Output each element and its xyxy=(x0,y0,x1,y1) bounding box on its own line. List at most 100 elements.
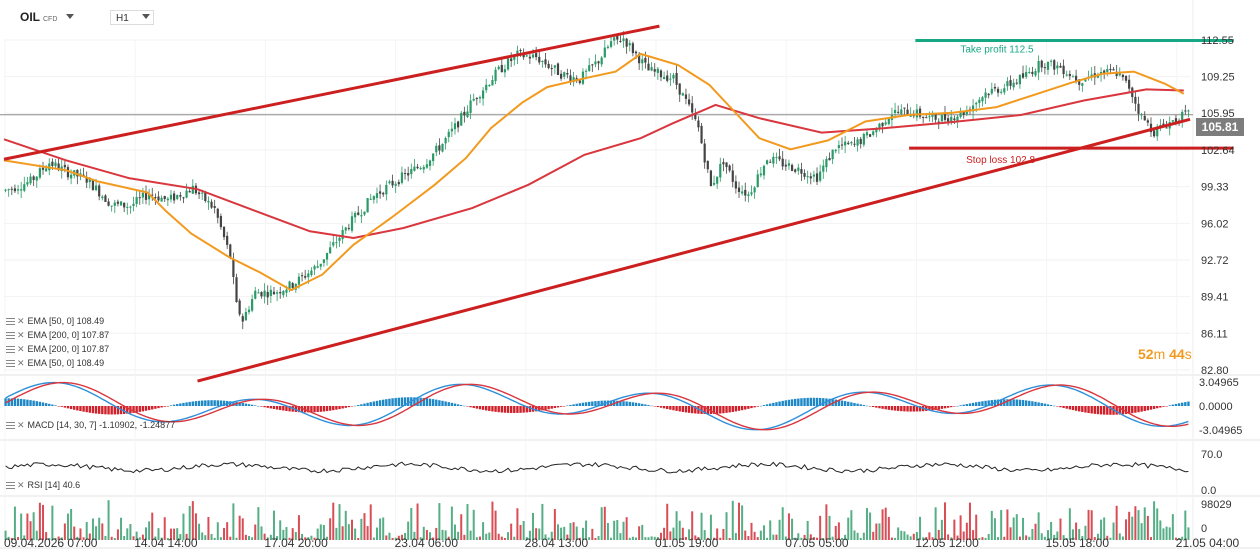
volume-bar xyxy=(943,502,946,540)
macd-histogram-bar xyxy=(881,406,884,409)
menu-icon[interactable] xyxy=(6,332,15,340)
menu-icon[interactable] xyxy=(6,482,15,490)
macd-histogram-bar xyxy=(865,405,869,407)
macd-histogram-bar xyxy=(569,404,572,406)
candle-body xyxy=(747,194,750,196)
volume-bar xyxy=(288,537,291,540)
macd-histogram-bar xyxy=(778,401,781,406)
macd-histogram-bar xyxy=(241,403,244,406)
volume-bar xyxy=(1178,537,1181,540)
candle-body xyxy=(737,187,741,192)
macd-histogram-bar xyxy=(656,406,660,408)
macd-histogram-bar xyxy=(400,397,404,406)
volume-bar xyxy=(126,528,129,540)
candle-body xyxy=(51,161,54,166)
volume-tick-label: 98029 xyxy=(1201,499,1232,511)
volume-bar xyxy=(251,537,254,540)
candle-body xyxy=(787,163,791,166)
volume-bar xyxy=(107,500,110,540)
rsi-line xyxy=(5,461,1189,474)
volume-bar xyxy=(313,537,316,540)
volume-bar xyxy=(797,533,800,540)
macd-histogram-bar xyxy=(257,405,260,407)
candle-body xyxy=(965,110,968,115)
rsi-legend[interactable]: ✕ RSI [14] 40.6 xyxy=(6,480,80,491)
current-price-label: 105.81 xyxy=(1196,118,1244,136)
macd-histogram-bar xyxy=(522,406,525,413)
candle-body xyxy=(962,111,965,115)
volume-bar xyxy=(934,507,937,540)
macd-histogram-bar xyxy=(188,401,191,406)
candle-body xyxy=(706,160,709,170)
macd-histogram-bar xyxy=(1056,406,1059,407)
legend-item[interactable]: ✕ EMA [50, 0] 108.49 xyxy=(6,316,104,327)
volume-bar xyxy=(1156,508,1159,540)
close-icon[interactable]: ✕ xyxy=(17,316,25,326)
candle-body xyxy=(129,206,132,208)
macd-histogram-bar xyxy=(634,402,638,406)
volume-bar xyxy=(1149,537,1152,540)
timeframe-selector[interactable]: H1 xyxy=(110,10,154,25)
volume-bar xyxy=(1018,536,1021,540)
menu-icon[interactable] xyxy=(6,422,15,430)
candle-body xyxy=(375,193,379,198)
channel-upper-line xyxy=(3,24,660,161)
candle-body xyxy=(744,189,747,196)
volume-bar xyxy=(201,532,204,540)
candle-body xyxy=(981,97,984,102)
menu-icon[interactable] xyxy=(6,318,15,326)
close-icon[interactable]: ✕ xyxy=(17,358,25,368)
macd-legend[interactable]: ✕ MACD [14, 30, 7] -1.10902, -1.24877 xyxy=(6,420,175,431)
macd-histogram-bar xyxy=(968,403,972,406)
volume-bar xyxy=(516,508,519,540)
macd-histogram-bar xyxy=(784,400,788,406)
macd-histogram-bar xyxy=(719,406,722,414)
symbol-selector[interactable]: OIL CFD xyxy=(20,10,57,24)
candle-body xyxy=(794,169,797,172)
macd-histogram-bar xyxy=(472,406,475,408)
candle-body xyxy=(616,35,619,40)
volume-bar xyxy=(1087,509,1090,540)
legend-item[interactable]: ✕ EMA [50, 0] 108.49 xyxy=(6,358,104,369)
volume-bar xyxy=(344,510,347,540)
volume-bar xyxy=(968,502,971,540)
close-icon[interactable]: ✕ xyxy=(17,330,25,340)
volume-bar xyxy=(1040,533,1043,540)
macd-histogram-bar xyxy=(316,406,319,413)
close-icon[interactable]: ✕ xyxy=(17,480,25,490)
volume-bar xyxy=(204,535,207,540)
close-icon[interactable]: ✕ xyxy=(17,344,25,354)
y-tick-label: 105.95 xyxy=(1201,108,1235,120)
volume-bar xyxy=(878,523,881,540)
macd-histogram-bar xyxy=(868,406,872,407)
candle-body xyxy=(531,54,535,58)
macd-histogram-bar xyxy=(1134,406,1137,413)
volume-bar xyxy=(497,533,500,540)
macd-histogram-bar xyxy=(444,401,447,406)
menu-icon[interactable] xyxy=(6,360,15,368)
macd-histogram-bar xyxy=(219,400,223,406)
volume-bar xyxy=(859,537,862,540)
volume-bar xyxy=(831,536,834,540)
timeframe-dropdown-icon[interactable] xyxy=(142,14,150,19)
volume-bar xyxy=(825,504,828,540)
macd-histogram-bar xyxy=(503,406,507,413)
candle-body xyxy=(644,57,647,63)
candle-body xyxy=(762,165,766,176)
volume-bar xyxy=(772,534,775,540)
close-icon[interactable]: ✕ xyxy=(17,420,25,430)
candle-body xyxy=(865,132,869,136)
candle-body xyxy=(1106,69,1109,73)
menu-icon[interactable] xyxy=(6,346,15,354)
symbol-dropdown-icon[interactable] xyxy=(66,14,74,19)
macd-histogram-bar xyxy=(332,406,335,411)
macd-histogram-bar xyxy=(840,400,844,406)
macd-histogram-bar xyxy=(63,406,67,408)
volume-bar xyxy=(10,537,13,540)
volume-bar xyxy=(279,520,282,540)
legend-item[interactable]: ✕ EMA [200, 0] 107.87 xyxy=(6,344,109,355)
legend-item[interactable]: ✕ EMA [200, 0] 107.87 xyxy=(6,330,109,341)
volume-bar xyxy=(631,536,634,540)
macd-histogram-bar xyxy=(260,406,263,407)
